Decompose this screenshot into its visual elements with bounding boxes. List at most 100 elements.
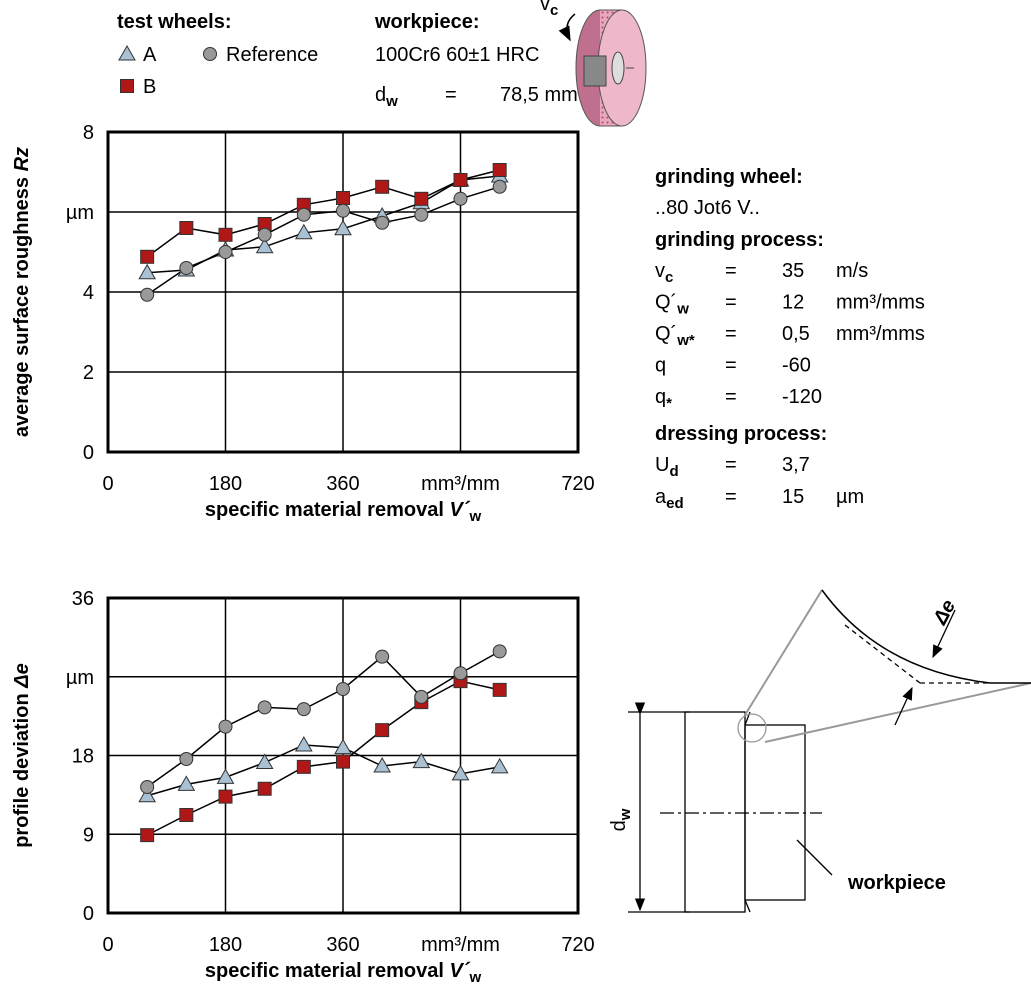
marker-square [336, 754, 350, 769]
text-part: Q´ [655, 323, 677, 345]
text-part: specific material removal [205, 960, 450, 982]
x-tick-label: 180 [209, 934, 242, 956]
param-unit: m/s [836, 260, 868, 282]
text-part: w [468, 508, 481, 525]
legend-title: test wheels: [117, 11, 231, 33]
marker-triangle [451, 764, 470, 781]
marker-triangle [138, 263, 157, 280]
x-tick-label: mm³/mm [421, 473, 500, 495]
y-axis-label: profile deviation Δe [11, 663, 33, 848]
marker-triangle [138, 786, 157, 803]
deviation-label: Δe [929, 596, 960, 629]
param-unit: mm³/mms [836, 323, 925, 345]
text-part: Q´ [655, 292, 677, 314]
y-tick-label: 0 [83, 903, 94, 925]
marker-circle [492, 644, 507, 659]
param-unit: mm³/mms [836, 292, 925, 314]
marker-circle [492, 179, 507, 194]
series-line [146, 169, 500, 258]
wheel-spec: ..80 Jot6 V.. [655, 197, 760, 219]
wheel-icon [558, 9, 647, 127]
legend-label: Reference [226, 44, 318, 66]
text-part: w* [676, 332, 695, 349]
marker-square [218, 227, 233, 242]
text-part: Δe [11, 663, 33, 689]
equals: = [725, 323, 737, 345]
marker-square [492, 682, 507, 697]
marker-circle [375, 649, 390, 664]
marker-square [218, 789, 233, 804]
text-part: d [375, 84, 386, 106]
param-symbol: aed [655, 486, 684, 512]
text-part: U [655, 454, 669, 476]
marker-circle [453, 191, 468, 206]
marker-circle [257, 700, 272, 715]
equals: = [725, 355, 737, 377]
marker-triangle [334, 738, 352, 755]
text-part: a [655, 486, 667, 508]
param-symbol: q [655, 355, 666, 377]
marker-square [375, 179, 390, 194]
marker-circle [203, 47, 217, 61]
text-part: Rz [11, 147, 33, 171]
text-part: w [617, 808, 634, 821]
y-tick-label: 9 [83, 824, 94, 846]
workpiece-diagram [628, 589, 1031, 913]
x-tick-label: 360 [326, 934, 359, 956]
x-axis-label: specific material removal V´w [205, 499, 482, 525]
text-part: V´ [449, 499, 470, 521]
marker-circle [375, 215, 390, 230]
marker-square [453, 173, 468, 187]
equals: = [725, 386, 737, 408]
y-tick-label: 8 [83, 122, 94, 144]
x-axis-label: specific material removal V´w [205, 960, 482, 986]
text-part: ed [666, 495, 684, 512]
param-symbol: Q´w [655, 292, 689, 318]
y-tick-label: 0 [83, 442, 94, 464]
text-part: d [669, 463, 678, 480]
marker-circle [140, 287, 155, 302]
marker-triangle [118, 44, 136, 61]
part-label: workpiece [847, 872, 946, 894]
marker-triangle [177, 775, 196, 791]
marker-square [414, 191, 429, 206]
param-value: 35 [782, 260, 804, 282]
section-title: dressing process: [655, 423, 827, 445]
marker-square [336, 191, 350, 205]
param-symbol: Q´w* [655, 323, 695, 349]
marker-circle [453, 666, 468, 681]
x-tick-label: 0 [102, 473, 113, 495]
text-part: d [608, 820, 630, 831]
param-symbol: vc [655, 260, 673, 286]
y-axis-label: average surface roughness Rz [11, 147, 33, 437]
section-title: grinding process: [655, 229, 824, 251]
marker-square [179, 221, 194, 235]
text-part: average surface roughness [11, 171, 33, 437]
param-symbol: Ud [655, 454, 679, 480]
marker-square [179, 808, 194, 822]
marker-square [120, 79, 134, 93]
marker-circle [336, 203, 350, 218]
x-tick-label: 360 [326, 473, 359, 495]
workpiece-title: workpiece: [374, 11, 479, 33]
text-part: w [676, 300, 689, 317]
diameter-label: dw [608, 808, 634, 831]
param-value: -120 [782, 386, 822, 408]
param-value: 15 [782, 486, 804, 508]
workpiece-diameter-symbol: dw [375, 84, 398, 110]
equals: = [445, 84, 457, 106]
marker-square [140, 249, 155, 264]
equals: = [725, 260, 737, 282]
text-part: v [655, 260, 665, 282]
equals: = [725, 486, 737, 508]
text-part: c [665, 269, 673, 286]
marker-triangle [294, 735, 313, 752]
series-line [146, 650, 501, 788]
y-tick-label: µm [66, 202, 94, 224]
param-value: -60 [782, 355, 811, 377]
marker-triangle [490, 757, 509, 774]
x-tick-label: mm³/mm [421, 934, 500, 956]
marker-circle [218, 719, 233, 734]
param-unit: µm [836, 486, 864, 508]
